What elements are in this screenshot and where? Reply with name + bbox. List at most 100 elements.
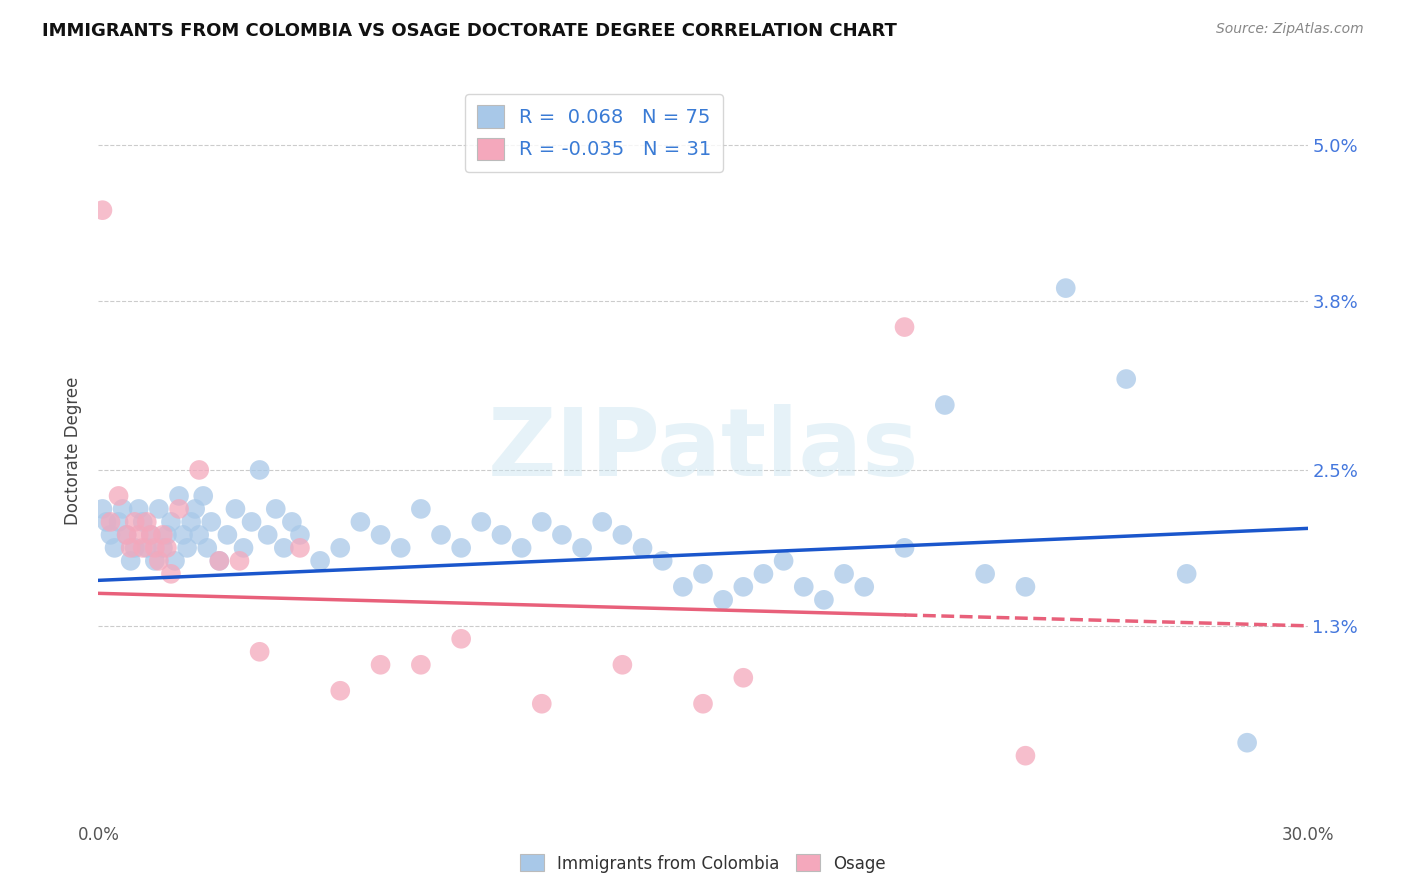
Point (176, 541, 198, 555)
Point (232, 541, 254, 555)
Point (188, 528, 211, 542)
Point (612, 657, 634, 672)
Point (389, 541, 412, 555)
Point (530, 697, 553, 711)
Point (288, 528, 311, 542)
Point (733, 671, 755, 685)
Point (120, 541, 142, 555)
Point (329, 683, 352, 698)
Point (772, 554, 794, 568)
Point (100, 515, 122, 529)
Point (172, 528, 194, 542)
Point (100, 528, 122, 542)
Point (450, 541, 472, 555)
Point (288, 541, 311, 555)
Point (135, 515, 157, 529)
Point (148, 502, 170, 516)
Point (249, 463, 271, 477)
Point (672, 580, 695, 594)
Text: ZIPatlas: ZIPatlas (488, 404, 918, 497)
Point (853, 580, 876, 594)
Point (152, 528, 174, 542)
Point (107, 489, 129, 503)
Point (409, 657, 432, 672)
Point (167, 502, 190, 516)
Point (1014, 580, 1036, 594)
Point (491, 528, 513, 542)
Point (612, 528, 634, 542)
Point (1236, 736, 1258, 750)
Point (115, 528, 138, 542)
Point (1054, 281, 1077, 295)
Point (430, 528, 453, 542)
Point (281, 515, 304, 529)
Text: IMMIGRANTS FROM COLOMBIA VS OSAGE DOCTORATE DEGREE CORRELATION CHART: IMMIGRANTS FROM COLOMBIA VS OSAGE DOCTOR… (42, 22, 897, 40)
Point (711, 592, 734, 607)
Point (139, 528, 162, 542)
Point (470, 515, 492, 529)
Point (631, 541, 654, 555)
Point (195, 541, 218, 555)
Point (115, 528, 138, 542)
Point (228, 554, 250, 568)
Point (934, 398, 956, 412)
Legend: Immigrants from Colombia, Osage: Immigrants from Colombia, Osage (513, 847, 893, 880)
Point (163, 554, 186, 568)
Point (370, 657, 392, 672)
Point (120, 554, 142, 568)
Point (813, 592, 835, 607)
Point (160, 566, 183, 581)
Y-axis label: Doctorate Degree: Doctorate Degree (65, 376, 83, 524)
Point (893, 320, 915, 334)
Point (349, 515, 371, 529)
Point (188, 463, 211, 477)
Point (124, 541, 146, 555)
Point (224, 502, 246, 516)
Text: Source: ZipAtlas.com: Source: ZipAtlas.com (1216, 22, 1364, 37)
Point (91, 203, 114, 218)
Point (249, 645, 271, 659)
Point (264, 502, 287, 516)
Point (1014, 748, 1036, 763)
Point (651, 554, 673, 568)
Point (450, 632, 472, 646)
Point (167, 489, 190, 503)
Point (156, 541, 179, 555)
Point (240, 515, 263, 529)
Point (256, 528, 278, 542)
Point (208, 554, 231, 568)
Point (692, 566, 714, 581)
Point (409, 502, 432, 516)
Point (128, 502, 150, 516)
Point (571, 541, 593, 555)
Point (974, 566, 997, 581)
Point (309, 554, 332, 568)
Legend: R =  0.068   N = 75, R = -0.035   N = 31: R = 0.068 N = 75, R = -0.035 N = 31 (465, 94, 723, 171)
Point (128, 528, 150, 542)
Point (143, 541, 166, 555)
Point (329, 541, 352, 555)
Point (208, 554, 231, 568)
Point (135, 541, 157, 555)
Point (184, 502, 207, 516)
Point (132, 515, 155, 529)
Point (510, 541, 533, 555)
Point (132, 541, 155, 555)
Point (103, 541, 125, 555)
Point (530, 515, 553, 529)
Point (143, 554, 166, 568)
Point (1175, 566, 1198, 581)
Point (193, 489, 215, 503)
Point (148, 554, 170, 568)
Point (1115, 372, 1137, 386)
Point (217, 528, 239, 542)
Point (124, 515, 146, 529)
Point (733, 580, 755, 594)
Point (893, 541, 915, 555)
Point (156, 528, 179, 542)
Point (200, 515, 222, 529)
Point (152, 541, 174, 555)
Point (111, 502, 134, 516)
Point (273, 541, 295, 555)
Point (139, 528, 162, 542)
